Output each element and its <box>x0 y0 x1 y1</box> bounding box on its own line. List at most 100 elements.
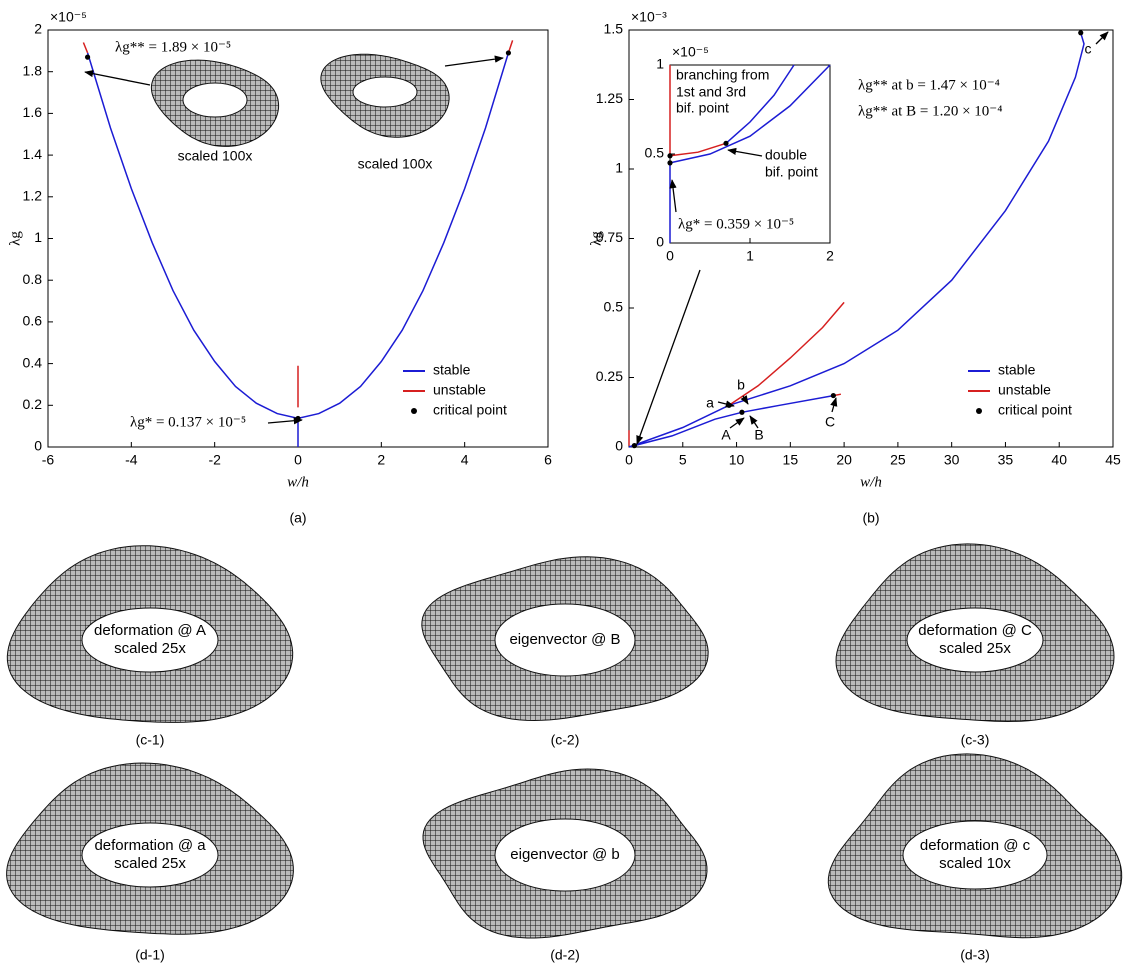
annotation: 1st and 3rd <box>676 84 746 100</box>
panel-caption: (d-1) <box>135 947 165 963</box>
x-tick-label: 15 <box>783 452 799 468</box>
legend-label: critical point <box>433 402 507 418</box>
annotation: scaled 100x <box>358 156 433 172</box>
x-tick-label: 40 <box>1051 452 1067 468</box>
annotation: λg** at b = 1.47 × 10⁻⁴ <box>858 77 1000 93</box>
x-axis-label: w/h <box>860 474 882 490</box>
mesh-label: scaled 25x <box>114 855 186 872</box>
critical-point <box>739 410 744 415</box>
y-exponent: ×10⁻⁵ <box>50 9 87 25</box>
x-tick-label: 2 <box>377 452 385 468</box>
mesh-label: eigenvector @ B <box>509 631 620 648</box>
critical-point <box>667 160 672 165</box>
annotation: scaled 100x <box>178 148 253 164</box>
x-tick-label: 35 <box>998 452 1014 468</box>
mesh-hole <box>353 77 417 107</box>
critical-point <box>831 393 836 398</box>
x-tick-label: -6 <box>42 452 55 468</box>
x-tick-label: 45 <box>1105 452 1121 468</box>
x-tick-label: -2 <box>208 452 221 468</box>
panel-caption: (d-2) <box>550 947 580 963</box>
y-tick-label: 0.8 <box>23 271 43 287</box>
y-tick-label: 0.5 <box>604 299 624 315</box>
y-tick-label: 2 <box>34 21 42 37</box>
y-exponent: ×10⁻³ <box>631 9 667 25</box>
x-tick-label: 4 <box>461 452 469 468</box>
legend-label: unstable <box>998 382 1051 398</box>
annotation: branching from <box>676 67 769 83</box>
critical-point <box>632 443 637 448</box>
critical-point <box>667 153 672 158</box>
y-axis-label: λg <box>7 231 23 246</box>
annotation: B <box>754 427 763 443</box>
y-tick-label: 0.6 <box>23 313 43 329</box>
y-tick-label: 1.2 <box>23 188 43 204</box>
arrow <box>268 420 302 423</box>
annotation: c <box>1085 41 1092 57</box>
arrow <box>832 398 836 412</box>
panel-caption: (a) <box>289 510 306 526</box>
legend-marker <box>411 408 417 414</box>
y-tick-label: 0.2 <box>23 396 43 412</box>
arrow <box>445 58 503 66</box>
legend-label: stable <box>998 362 1036 378</box>
y-tick-label: 0 <box>615 438 623 454</box>
y-tick-label: 0.5 <box>645 145 665 161</box>
x-tick-label: 25 <box>890 452 906 468</box>
annotation: bif. point <box>765 164 818 180</box>
mesh-label: deformation @ c <box>920 837 1031 854</box>
x-tick-label: 0 <box>666 248 674 264</box>
annotation: bif. point <box>676 100 729 116</box>
annotation: double <box>765 147 807 163</box>
arrow <box>637 270 700 444</box>
panel-caption: (c-3) <box>961 732 990 748</box>
y-axis-label: λg <box>588 231 604 246</box>
annotation: λg** at B = 1.20 × 10⁻⁴ <box>858 103 1002 119</box>
x-tick-label: -4 <box>125 452 138 468</box>
legend-label: unstable <box>433 382 486 398</box>
annotation: λg** = 1.89 × 10⁻⁵ <box>115 39 231 55</box>
figure: -6-4-2024600.20.40.60.811.21.41.61.82×10… <box>0 0 1135 968</box>
annotation: λg* = 0.137 × 10⁻⁵ <box>130 414 246 430</box>
mesh-label: deformation @ C <box>918 622 1032 639</box>
y-tick-label: 1.5 <box>604 21 624 37</box>
x-axis-label: w/h <box>287 474 309 490</box>
mesh-hole <box>183 83 247 117</box>
x-tick-label: 5 <box>679 452 687 468</box>
y-tick-label: 1.25 <box>596 90 623 106</box>
arrow <box>730 418 744 428</box>
x-tick-label: 0 <box>625 452 633 468</box>
panel-caption: (c-1) <box>136 732 165 748</box>
mesh-label: deformation @ A <box>94 622 206 639</box>
y-tick-label: 1.8 <box>23 62 43 78</box>
y-exponent: ×10⁻⁵ <box>672 44 709 60</box>
y-tick-label: 0 <box>656 234 664 250</box>
mesh-label: scaled 10x <box>939 855 1011 872</box>
legend-label: stable <box>433 362 471 378</box>
arrow <box>1096 32 1108 44</box>
annotation: λg* = 0.359 × 10⁻⁵ <box>678 216 794 232</box>
annotation: b <box>737 377 745 393</box>
y-tick-label: 0 <box>34 438 42 454</box>
y-tick-label: 0.4 <box>23 354 43 370</box>
critical-point <box>1078 30 1083 35</box>
panel-caption: (d-3) <box>960 947 990 963</box>
critical-point <box>85 55 90 60</box>
y-tick-label: 0.25 <box>596 368 623 384</box>
y-tick-label: 1.6 <box>23 104 43 120</box>
critical-point <box>723 141 728 146</box>
panel-caption: (c-2) <box>551 732 580 748</box>
mesh-label: deformation @ a <box>94 837 206 854</box>
panel-caption: (b) <box>862 510 879 526</box>
annotation: A <box>721 427 731 443</box>
x-tick-label: 30 <box>944 452 960 468</box>
x-tick-label: 2 <box>826 248 834 264</box>
y-tick-label: 1 <box>615 160 623 176</box>
x-tick-label: 0 <box>294 452 302 468</box>
y-tick-label: 1 <box>656 56 664 72</box>
x-tick-label: 6 <box>544 452 552 468</box>
critical-point <box>506 50 511 55</box>
annotation: a <box>706 395 714 411</box>
x-tick-label: 10 <box>729 452 745 468</box>
legend-label: critical point <box>998 402 1072 418</box>
